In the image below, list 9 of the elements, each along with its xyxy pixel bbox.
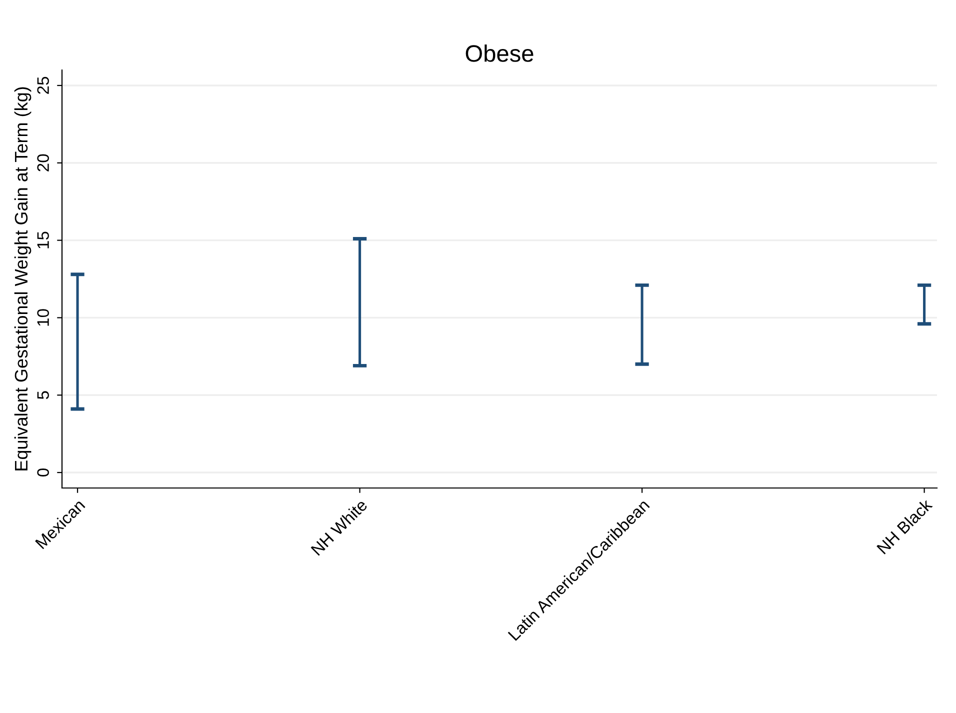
y-tick-label: 20	[37, 154, 49, 172]
bar	[640, 285, 644, 364]
y-axis-title: Equivalent Gestational Weight Gain at Term (kg)	[14, 87, 32, 470]
chart-title: Obese	[466, 44, 534, 62]
y-tick-label: 5	[37, 391, 49, 400]
y-tick-label: 0	[37, 468, 49, 476]
y-tick-label: 25	[37, 76, 49, 94]
y-tick-label: 15	[37, 232, 49, 248]
y-tick-label: 10	[37, 309, 49, 326]
